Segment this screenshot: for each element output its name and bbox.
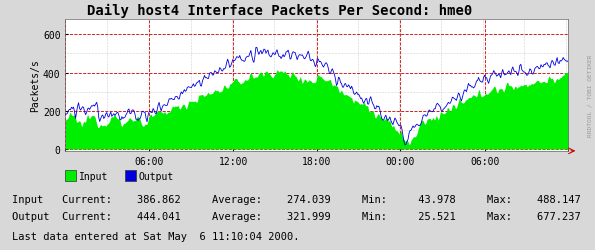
- Y-axis label: Packets/s: Packets/s: [30, 59, 40, 112]
- Text: Output: Output: [138, 171, 173, 181]
- Text: Daily host4 Interface Packets Per Second: hme0: Daily host4 Interface Packets Per Second…: [87, 4, 472, 18]
- Text: RRDTOOL / TOBI OETIKER: RRDTOOL / TOBI OETIKER: [587, 54, 592, 136]
- Text: Last data entered at Sat May  6 11:10:04 2000.: Last data entered at Sat May 6 11:10:04 …: [12, 231, 299, 241]
- Text: Output  Current:    444.041     Average:    321.999     Min:     25.521     Max:: Output Current: 444.041 Average: 321.999…: [12, 211, 581, 221]
- Text: Input: Input: [79, 171, 108, 181]
- Text: Input   Current:    386.862     Average:    274.039     Min:     43.978     Max:: Input Current: 386.862 Average: 274.039 …: [12, 194, 581, 204]
